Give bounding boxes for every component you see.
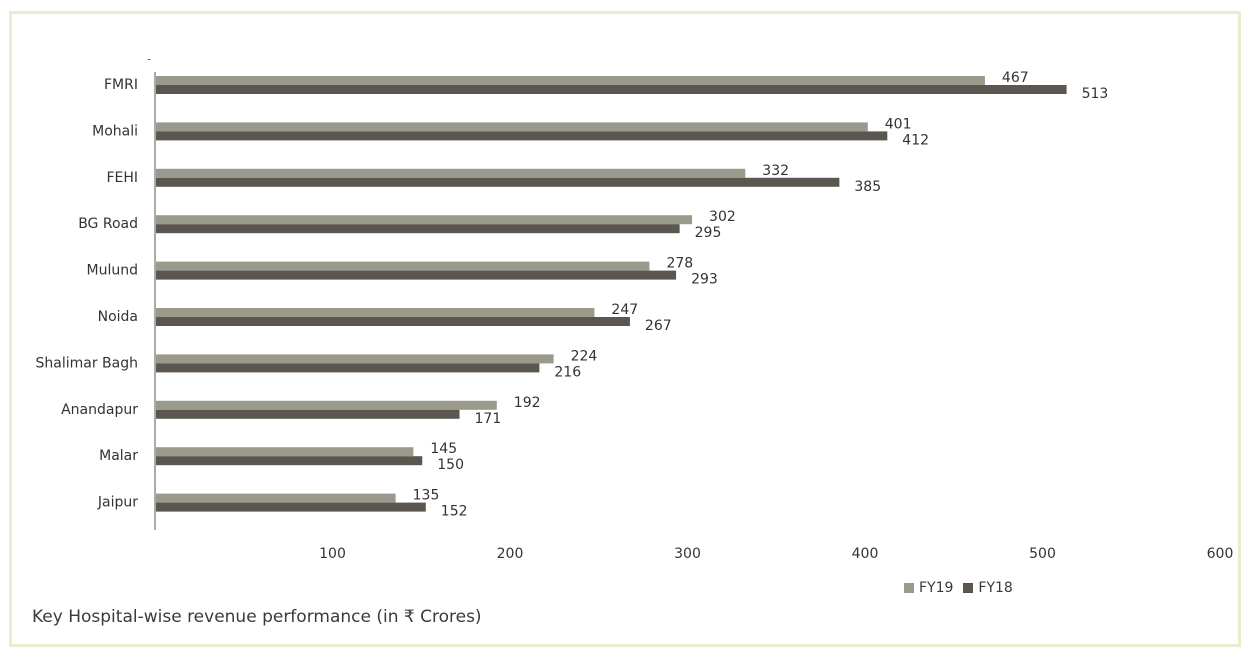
value-label-fy19: 332 — [762, 163, 789, 179]
bar-fy19 — [156, 493, 396, 503]
bar-fy19 — [156, 261, 650, 271]
category-label: Shalimar Bagh — [36, 355, 138, 371]
legend-item-fy18: FY18 — [963, 580, 1013, 596]
bar-fy19 — [156, 168, 746, 178]
value-label-fy18: 267 — [645, 318, 672, 334]
value-label-fy19: 247 — [611, 302, 638, 318]
value-label-fy18: 216 — [554, 364, 581, 380]
bar-fy18 — [156, 502, 426, 512]
x-tick-label: 300 — [674, 546, 701, 562]
value-label-fy18: 295 — [695, 225, 722, 241]
legend: FY19 FY18 — [904, 580, 1023, 596]
legend-label-fy19: FY19 — [919, 580, 954, 596]
bar-fy19 — [156, 215, 693, 225]
x-tick-label: 600 — [1207, 546, 1234, 562]
value-label-fy18: 412 — [902, 132, 929, 148]
category-label: Mohali — [92, 123, 138, 139]
value-label-fy19: 401 — [885, 116, 912, 132]
value-label-fy18: 513 — [1082, 86, 1109, 102]
chart-frame — [9, 11, 1241, 647]
category-label: Mulund — [87, 263, 138, 279]
legend-swatch-fy19 — [904, 583, 914, 593]
category-label: FEHI — [106, 170, 138, 186]
bar-fy18 — [156, 409, 460, 419]
category-label: Noida — [98, 309, 138, 325]
category-label: Anandapur — [61, 402, 138, 418]
x-tick-label: 100 — [319, 546, 346, 562]
bars — [156, 76, 1067, 512]
bar-fy18 — [156, 456, 423, 466]
legend-item-fy19: FY19 — [904, 580, 953, 596]
value-label-fy19: 224 — [571, 348, 598, 364]
category-label: FMRI — [104, 77, 138, 93]
value-label-fy19: 135 — [413, 488, 440, 504]
value-label-fy19: 278 — [666, 256, 693, 272]
bar-fy19 — [156, 122, 868, 132]
bar-fy19 — [156, 76, 985, 85]
value-label-fy18: 171 — [475, 411, 502, 427]
bar-fy18 — [156, 270, 677, 280]
value-label-fy19: 302 — [709, 209, 736, 225]
bar-fy19 — [156, 354, 554, 364]
value-label-fy18: 152 — [441, 504, 468, 520]
value-label-fy19: 467 — [1002, 70, 1029, 86]
chart-title: Key Hospital-wise revenue performance (i… — [32, 607, 482, 627]
bar-fy18 — [156, 177, 840, 187]
category-label: BG Road — [78, 216, 138, 232]
bar-fy18 — [156, 224, 680, 234]
category-labels: FMRI Mohali FEHI BG Road Mulund Noida Shalimar… — [36, 77, 139, 511]
legend-swatch-fy18 — [963, 583, 974, 593]
value-label-fy19: 192 — [514, 395, 541, 411]
value-label-fy18: 293 — [691, 272, 718, 288]
x-tick-label: 400 — [852, 546, 879, 562]
bar-fy18 — [156, 131, 888, 141]
category-label: Malar — [99, 448, 138, 464]
bar-fy18 — [156, 85, 1067, 94]
x-tick-labels: 100 200 300 400 500 600 — [319, 546, 1233, 562]
value-label-fy18: 385 — [854, 179, 881, 195]
bar-fy19 — [156, 400, 497, 410]
bar-fy19 — [156, 447, 414, 457]
x-tick-label: 500 — [1029, 546, 1056, 562]
bar-fy18 — [156, 363, 540, 373]
value-label-fy18: 150 — [437, 457, 464, 473]
bar-fy19 — [156, 308, 595, 317]
value-label-fy19: 145 — [430, 441, 457, 457]
category-label: Jaipur — [97, 495, 138, 511]
top-marker: - — [147, 52, 151, 66]
bar-fy18 — [156, 317, 630, 326]
x-tick-label: 200 — [497, 546, 524, 562]
legend-label-fy18: FY18 — [978, 580, 1013, 596]
